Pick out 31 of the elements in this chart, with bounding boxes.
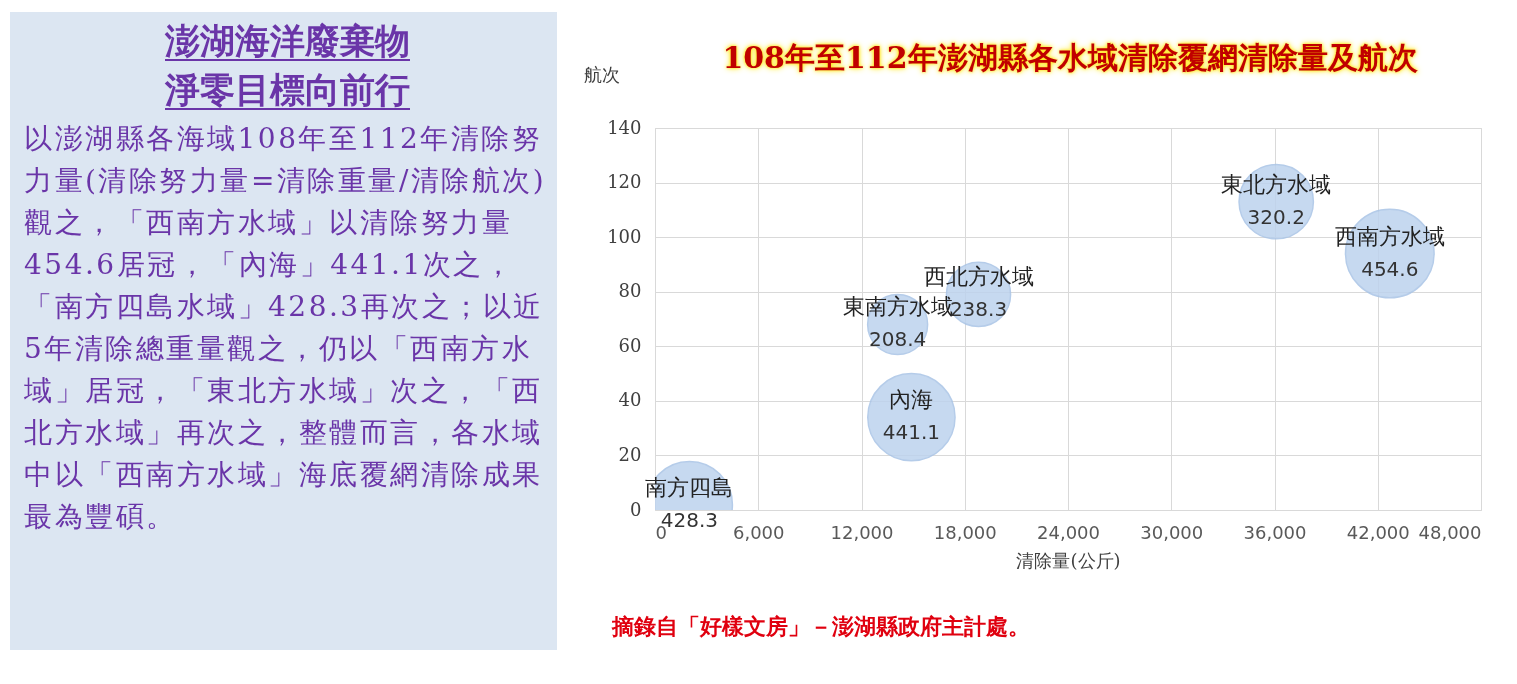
- y-tick-label: 140: [607, 116, 642, 138]
- y-tick-label: 120: [607, 171, 642, 193]
- series-label: 東北方水域: [1221, 171, 1332, 197]
- x-tick-label: 24,000: [1037, 521, 1100, 543]
- data-label: 454.6: [1361, 256, 1419, 281]
- y-tick-label: 60: [618, 334, 642, 356]
- data-label: 441.1: [882, 420, 941, 445]
- text: 以澎湖縣各海域108年至112年清除努力量(清除努力量=清除重量/清除航次)觀之，「西南方水域」以清除努力量454.6居冠，「內海」441.1次之，「南方四島水域」428.3再次之；以近5年清除總重量觀之，仍以「西南方水域」居冠，「東北方水域」次之，「西北方水域」再次之，整體而言，各水域中以「西南方水域」海底覆網清除成果最為豐碩。: [24, 122, 547, 533]
- text: 摘錄自「好樣文房」－澎湖縣政府主計處。: [612, 612, 1030, 641]
- series-label: 南方四島: [645, 474, 734, 500]
- y-tick-label: 100: [607, 225, 642, 247]
- x-tick-label: 42,000: [1346, 521, 1410, 543]
- y-tick-label: 0: [630, 498, 642, 520]
- data-label: 320.2: [1247, 204, 1305, 229]
- y-tick-label: 80: [618, 280, 642, 302]
- x-tick-label: 18,000: [933, 521, 997, 543]
- y-axis-title: 航次: [583, 63, 620, 85]
- x-tick-label: 48,000: [1418, 521, 1482, 543]
- y-tick-label: 40: [618, 389, 642, 411]
- text: 澎湖海洋廢棄物淨零目標向前行: [165, 20, 410, 110]
- series-label: 西北方水域: [923, 264, 1034, 290]
- chart-title: 108年至112年澎湖縣各水域清除覆網清除量及航次: [722, 40, 1418, 75]
- series-label: 內海: [889, 387, 934, 413]
- x-tick-label: 30,000: [1140, 521, 1204, 543]
- x-tick-label: 12,000: [830, 521, 894, 543]
- data-label: 208.4: [869, 327, 927, 352]
- series-label: 西南方水域: [1334, 223, 1445, 249]
- y-tick-label: 20: [618, 443, 642, 465]
- x-axis-title: 清除量(公斤): [1016, 549, 1121, 571]
- x-tick-label: 6,000: [732, 521, 785, 543]
- x-tick-label: 36,000: [1243, 521, 1307, 543]
